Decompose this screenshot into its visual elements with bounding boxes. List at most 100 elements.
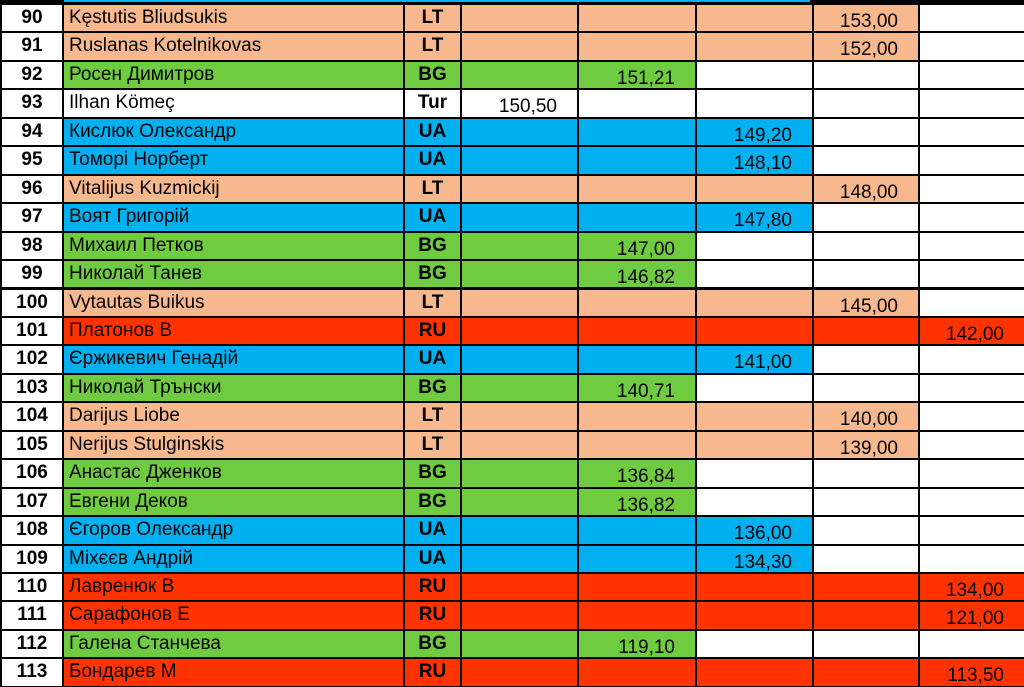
rank-cell: 98 — [2, 232, 62, 260]
partial-row — [64, 0, 810, 2]
empty-cell — [462, 431, 577, 459]
empty-cell — [462, 61, 577, 89]
empty-cell — [579, 403, 695, 430]
value-cell: 142,00 — [920, 317, 1024, 345]
value-cell: 146,82 — [579, 261, 695, 288]
empty-cell — [462, 147, 577, 174]
empty-cell — [462, 232, 577, 260]
name-cell: Николай Трънски — [64, 374, 403, 402]
value-cell: 113,50 — [920, 659, 1024, 686]
name-cell: Анастас Дженков — [64, 460, 403, 487]
empty-cell — [814, 630, 918, 658]
value-cell: 148,10 — [697, 147, 812, 174]
name-cell: Галена Станчева — [64, 630, 403, 658]
empty-cell — [920, 33, 1024, 60]
country-cell: BG — [405, 232, 460, 260]
country-cell: BG — [405, 374, 460, 402]
name-cell: Ilhan Kömeç — [64, 90, 403, 117]
empty-cell — [814, 659, 918, 686]
empty-cell — [462, 204, 577, 231]
country-cell: LT — [405, 175, 460, 203]
empty-cell — [814, 317, 918, 345]
value-cell: 141,00 — [697, 346, 812, 373]
country-cell: RU — [405, 602, 460, 629]
empty-cell — [579, 147, 695, 174]
empty-cell — [462, 460, 577, 487]
country-cell: UA — [405, 204, 460, 231]
empty-cell — [697, 460, 812, 487]
value-cell: 148,00 — [814, 175, 918, 203]
name-cell: Воят Григорій — [64, 204, 403, 231]
empty-cell — [462, 261, 577, 288]
empty-cell — [920, 175, 1024, 203]
name-cell: Николай Танев — [64, 261, 403, 288]
value-cell: 151,21 — [579, 61, 695, 89]
empty-cell — [462, 403, 577, 430]
empty-cell — [814, 574, 918, 601]
empty-cell — [462, 317, 577, 345]
value-cell: 140,71 — [579, 374, 695, 402]
country-cell: BG — [405, 488, 460, 516]
name-cell: Kęstutis Bliudsukis — [64, 5, 403, 32]
rank-cell: 110 — [2, 574, 62, 601]
empty-cell — [697, 431, 812, 459]
empty-cell — [920, 517, 1024, 544]
empty-cell — [814, 232, 918, 260]
country-cell: RU — [405, 317, 460, 345]
rank-cell: 109 — [2, 545, 62, 572]
rank-cell: 93 — [2, 90, 62, 117]
empty-cell — [579, 517, 695, 544]
country-cell: BG — [405, 261, 460, 288]
empty-cell — [579, 574, 695, 601]
country-cell: LT — [405, 289, 460, 316]
empty-cell — [697, 374, 812, 402]
empty-cell — [579, 5, 695, 32]
country-cell: RU — [405, 574, 460, 601]
country-cell: RU — [405, 659, 460, 686]
rank-cell: 108 — [2, 517, 62, 544]
country-cell: BG — [405, 460, 460, 487]
empty-cell — [920, 261, 1024, 288]
empty-cell — [697, 232, 812, 260]
country-cell: UA — [405, 517, 460, 544]
empty-cell — [579, 289, 695, 316]
country-cell: LT — [405, 33, 460, 60]
empty-cell — [462, 289, 577, 316]
value-cell: 150,50 — [462, 90, 577, 117]
rank-cell: 94 — [2, 118, 62, 146]
empty-cell — [697, 61, 812, 89]
name-cell: Бондарев М — [64, 659, 403, 686]
empty-cell — [579, 175, 695, 203]
country-cell: UA — [405, 118, 460, 146]
empty-cell — [920, 374, 1024, 402]
value-cell: 134,30 — [697, 545, 812, 572]
empty-cell — [697, 574, 812, 601]
empty-cell — [579, 33, 695, 60]
rank-cell: 103 — [2, 374, 62, 402]
empty-cell — [814, 61, 918, 89]
rank-cell: 113 — [2, 659, 62, 686]
name-cell: Михаил Петков — [64, 232, 403, 260]
rank-cell: 111 — [2, 602, 62, 629]
country-cell: BG — [405, 630, 460, 658]
name-cell: Єржикевич Генадій — [64, 346, 403, 373]
name-cell: Vitalijus Kuzmickij — [64, 175, 403, 203]
empty-cell — [697, 630, 812, 658]
country-cell: BG — [405, 61, 460, 89]
rank-cell: 107 — [2, 488, 62, 516]
empty-cell — [462, 374, 577, 402]
empty-cell — [697, 659, 812, 686]
rank-cell: 101 — [2, 317, 62, 345]
value-cell: 140,00 — [814, 403, 918, 430]
empty-cell — [697, 90, 812, 117]
name-cell: Nerijus Stulginskis — [64, 431, 403, 459]
country-cell: LT — [405, 5, 460, 32]
country-cell: Tur — [405, 90, 460, 117]
empty-cell — [462, 488, 577, 516]
empty-cell — [697, 33, 812, 60]
rank-cell: 92 — [2, 61, 62, 89]
empty-cell — [579, 431, 695, 459]
empty-cell — [920, 118, 1024, 146]
country-cell: UA — [405, 147, 460, 174]
empty-cell — [697, 317, 812, 345]
